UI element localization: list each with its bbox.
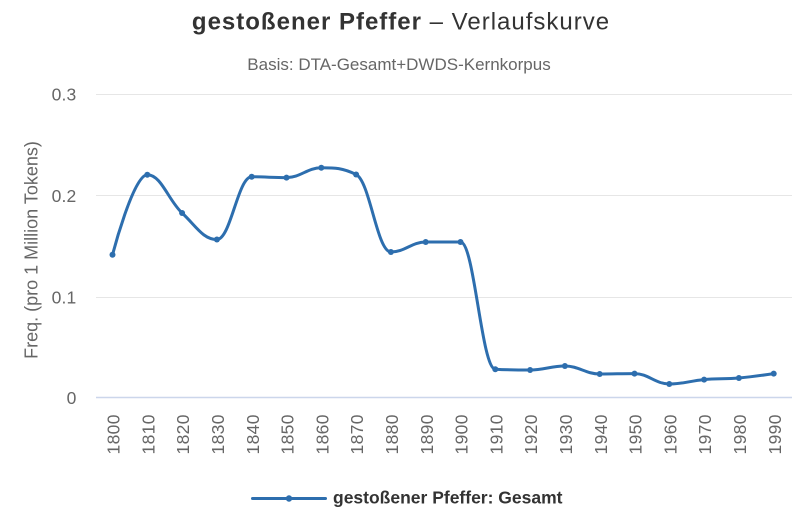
svg-text:1820: 1820: [173, 414, 193, 454]
svg-text:Basis: DTA-Gesamt+DWDS-Kernkor: Basis: DTA-Gesamt+DWDS-Kernkorpus: [247, 55, 550, 74]
svg-text:0.3: 0.3: [52, 84, 77, 104]
svg-text:1920: 1920: [521, 414, 541, 454]
svg-text:1850: 1850: [278, 414, 298, 454]
svg-text:0: 0: [67, 388, 77, 408]
svg-text:1860: 1860: [312, 414, 332, 454]
svg-text:gestoßener Pfeffer – Verlaufsk: gestoßener Pfeffer – Verlaufskurve: [192, 9, 610, 36]
svg-text:1830: 1830: [208, 414, 228, 454]
svg-text:1880: 1880: [382, 414, 402, 454]
svg-text:1980: 1980: [730, 414, 750, 454]
svg-text:1890: 1890: [417, 414, 437, 454]
svg-text:1910: 1910: [486, 414, 506, 454]
svg-text:1970: 1970: [695, 414, 715, 454]
svg-text:1810: 1810: [138, 414, 158, 454]
svg-text:1940: 1940: [591, 414, 611, 454]
svg-text:0.2: 0.2: [52, 186, 77, 206]
svg-text:1900: 1900: [452, 414, 472, 454]
svg-text:1960: 1960: [660, 414, 680, 454]
svg-text:1990: 1990: [765, 414, 785, 454]
svg-text:gestoßener Pfeffer: Gesamt: gestoßener Pfeffer: Gesamt: [333, 488, 563, 508]
svg-text:1840: 1840: [243, 414, 263, 454]
svg-text:1950: 1950: [626, 414, 646, 454]
svg-text:1870: 1870: [347, 414, 367, 454]
svg-text:Freq. (pro 1 Million Tokens): Freq. (pro 1 Million Tokens): [22, 141, 42, 359]
svg-text:0.1: 0.1: [52, 287, 77, 307]
svg-text:1930: 1930: [556, 414, 576, 454]
svg-text:1800: 1800: [104, 414, 124, 454]
